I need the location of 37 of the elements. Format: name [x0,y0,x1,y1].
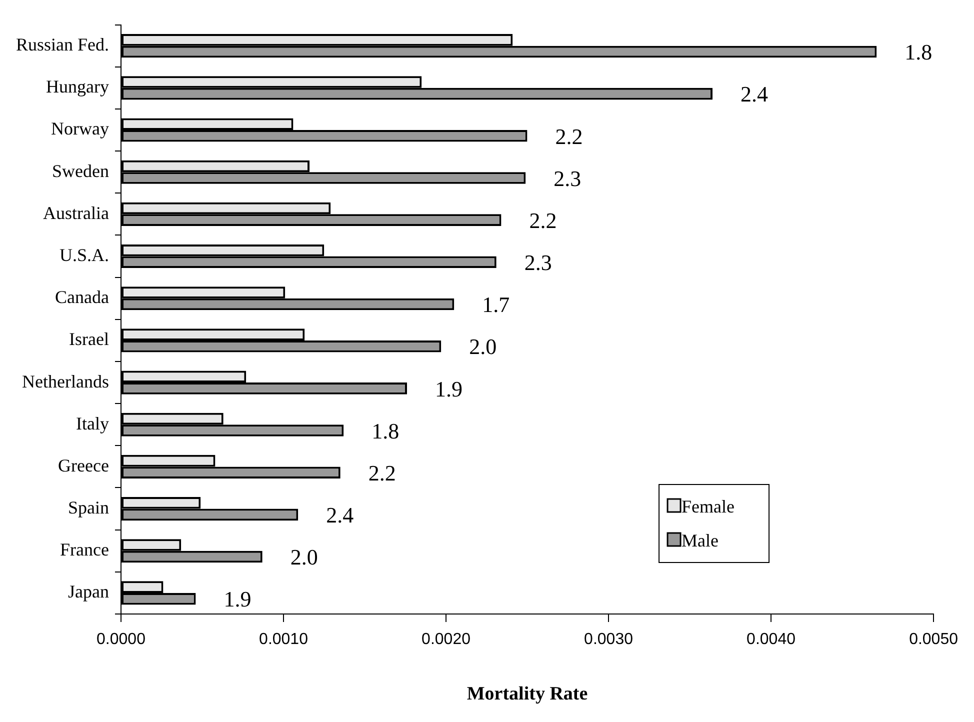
legend-label: Female [682,496,735,517]
annotation: 1.8 [904,40,932,65]
annotation: 2.3 [554,166,582,191]
annotation: 2.0 [290,544,318,570]
annotation: 1.8 [372,418,400,444]
y-tick-label: Russian Fed. [16,34,110,55]
y-tick-label: France [60,540,110,560]
x-tick-label: 0.0050 [909,631,958,648]
y-tick-label: Spain [68,498,110,518]
annotation: 1.9 [435,376,463,402]
annotation: 2.2 [368,460,396,486]
y-tick-label: Japan [68,582,110,602]
x-tick-label: 0.0030 [584,631,634,648]
x-tick-label: 0.0040 [746,631,796,648]
y-tick-label: Israel [69,329,110,350]
y-tick-label: Australia [43,202,110,223]
x-tick-label: 0.0010 [259,631,308,648]
annotation: 1.9 [224,586,252,612]
y-tick-label: Canada [55,287,110,308]
legend-label: Male [682,530,719,551]
y-tick-label: Greece [58,455,110,476]
annotation: 2.4 [326,502,354,528]
x-tick-label: 0.0000 [96,631,146,648]
y-tick-label: Italy [76,413,110,434]
annotation: 2.3 [524,250,552,276]
y-tick-label: Sweden [52,160,110,181]
y-tick-label: Hungary [46,76,110,97]
annotation: 2.4 [740,82,768,107]
annotation: 2.0 [469,334,497,360]
y-tick-label: Netherlands [22,371,110,392]
x-axis-title: Mortality Rate [466,684,588,705]
x-tick-label: 0.0020 [422,631,471,648]
annotation: 2.2 [555,124,583,149]
y-tick-label: U.S.A. [59,245,110,266]
annotation: 1.7 [482,292,510,318]
y-tick-label: Norway [51,118,110,139]
annotation: 2.2 [529,208,557,233]
